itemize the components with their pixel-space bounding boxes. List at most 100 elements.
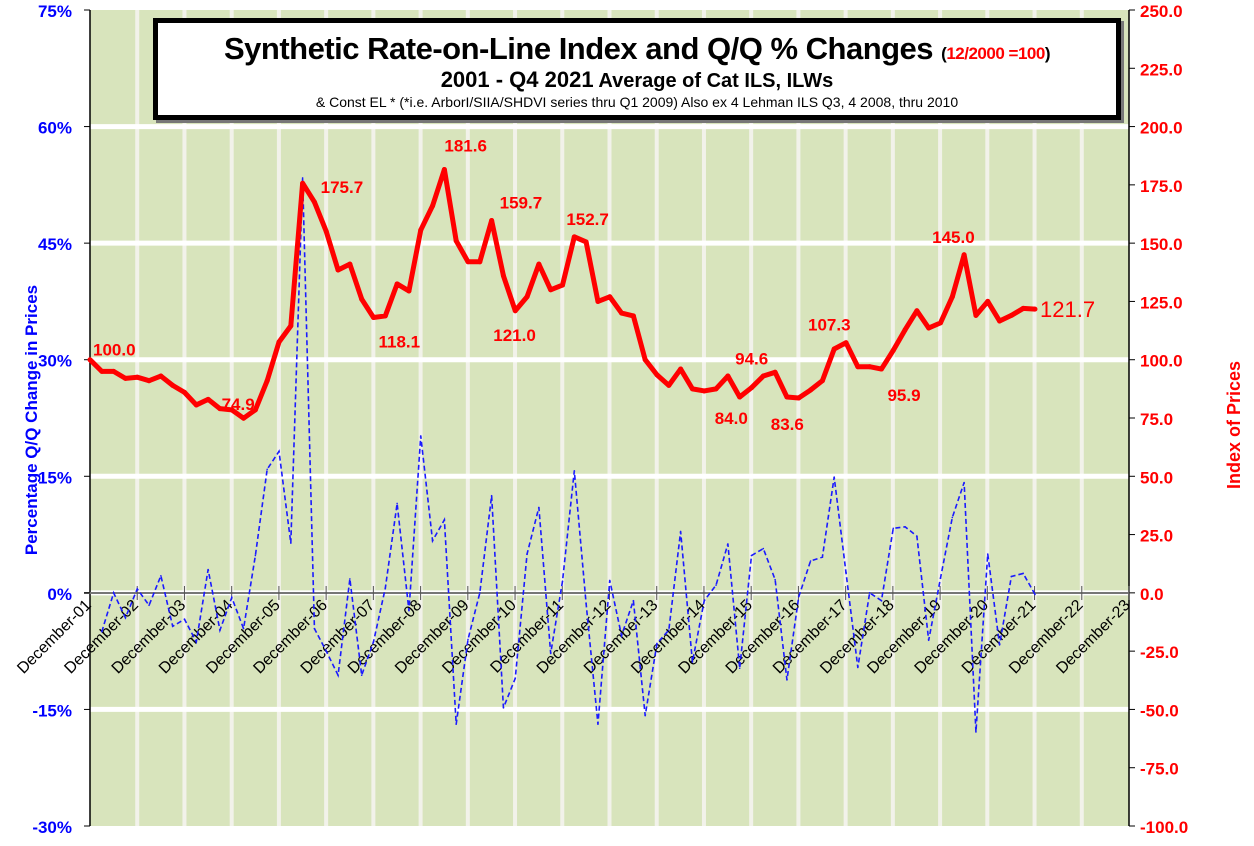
subtitle-period: 2001 - Q4 2021 <box>440 67 594 92</box>
qq-change-point <box>880 599 883 602</box>
qq-change-point <box>608 579 611 582</box>
qq-change-point <box>148 604 150 607</box>
qq-change-point <box>703 599 706 602</box>
title-box: Synthetic Rate-on-Line Index and Q/Q % C… <box>153 18 1121 120</box>
qq-change-point <box>561 580 564 582</box>
right-tick-label: 125.0 <box>1140 293 1183 312</box>
index-point <box>465 259 471 265</box>
qq-change-point <box>502 707 505 709</box>
index-point <box>796 395 802 401</box>
index-point <box>689 386 695 392</box>
qq-change-point <box>857 666 859 669</box>
data-label: 100.0 <box>93 341 136 360</box>
qq-change-point <box>431 539 434 542</box>
qq-change-point <box>160 574 162 577</box>
qq-change-point <box>183 618 186 621</box>
index-point <box>406 288 412 294</box>
index-point <box>335 267 341 273</box>
index-point <box>890 347 896 353</box>
data-label: 152.7 <box>566 210 609 229</box>
qq-change-point <box>1022 572 1024 575</box>
qq-change-point <box>927 639 930 642</box>
qq-change-point <box>738 667 741 670</box>
index-point <box>311 199 317 205</box>
index-point <box>382 313 388 319</box>
index-point <box>111 368 117 374</box>
qq-change-point <box>750 554 753 557</box>
qq-change-point <box>1034 593 1036 596</box>
index-point <box>973 312 979 318</box>
qq-change-line <box>101 177 1036 733</box>
right-tick-label: 200.0 <box>1140 119 1183 138</box>
index-point <box>536 261 542 267</box>
qq-change-point <box>656 642 658 645</box>
left-tick-label: 75% <box>38 2 72 21</box>
data-label: 181.6 <box>444 136 487 155</box>
index-point <box>170 382 176 388</box>
index-point <box>146 378 152 384</box>
qq-change-point <box>230 596 233 599</box>
qq-change-point <box>585 602 587 605</box>
index-point <box>394 281 400 287</box>
index-point <box>430 203 436 209</box>
right-tick-label: -25.0 <box>1140 643 1179 662</box>
qq-change-point <box>998 644 1001 646</box>
index-point <box>122 375 128 381</box>
index-point <box>737 394 743 400</box>
index-point <box>134 374 140 380</box>
chart-title: Synthetic Rate-on-Line Index and Q/Q % C… <box>224 31 934 66</box>
data-labels: 100.0 74.9 175.7 118.1 181.6 159.7 121.0 152.7 8… <box>93 136 1095 433</box>
qq-change-point <box>396 502 398 505</box>
index-point <box>300 180 306 186</box>
qq-change-point <box>597 723 599 725</box>
index-point <box>902 327 908 333</box>
qq-change-point <box>455 723 457 725</box>
qq-change-point <box>313 627 316 630</box>
data-label: 74.9 <box>222 395 255 414</box>
qq-change-point <box>892 527 895 530</box>
index-point <box>252 407 258 413</box>
index-point <box>595 298 601 304</box>
index-point <box>642 357 648 363</box>
qq-change-point <box>868 592 871 594</box>
title-note: 12/2000 =100 <box>946 44 1045 63</box>
qq-change-point <box>939 577 942 579</box>
left-tick-label: 60% <box>38 119 72 138</box>
qq-change-point <box>419 435 422 437</box>
qq-change-point <box>762 547 765 550</box>
right-tick-label: 25.0 <box>1140 527 1173 546</box>
qq-change-point <box>408 609 410 612</box>
data-label: 95.9 <box>887 386 920 405</box>
qq-change-point <box>242 627 245 630</box>
qq-change-point <box>337 674 339 677</box>
qq-change-point <box>112 592 115 594</box>
qq-change-point <box>301 177 304 179</box>
index-point <box>500 273 506 279</box>
qq-change-point <box>467 638 469 641</box>
index-point <box>193 402 199 408</box>
index-point <box>158 373 164 379</box>
data-label: 121.7 <box>1040 297 1095 322</box>
data-label: 145.0 <box>932 228 975 247</box>
data-label: 175.7 <box>321 178 364 197</box>
index-point <box>607 294 613 300</box>
index-point <box>701 388 707 394</box>
qq-change-point <box>101 630 103 633</box>
left-tick-label: 15% <box>38 468 72 487</box>
left-tick-label: 30% <box>38 352 72 371</box>
qq-change-point <box>963 481 965 484</box>
index-point <box>678 366 684 372</box>
data-label: 84.0 <box>715 409 748 428</box>
data-label: 83.6 <box>771 415 804 434</box>
index-point <box>938 320 943 326</box>
qq-change-point <box>490 494 493 497</box>
index-point <box>961 252 967 258</box>
qq-change-point <box>797 595 800 598</box>
qq-change-point <box>124 616 127 619</box>
index-point <box>453 238 459 244</box>
qq-change-point <box>443 519 446 521</box>
right-tick-label: 50.0 <box>1140 468 1173 487</box>
qq-change-point <box>786 679 788 681</box>
